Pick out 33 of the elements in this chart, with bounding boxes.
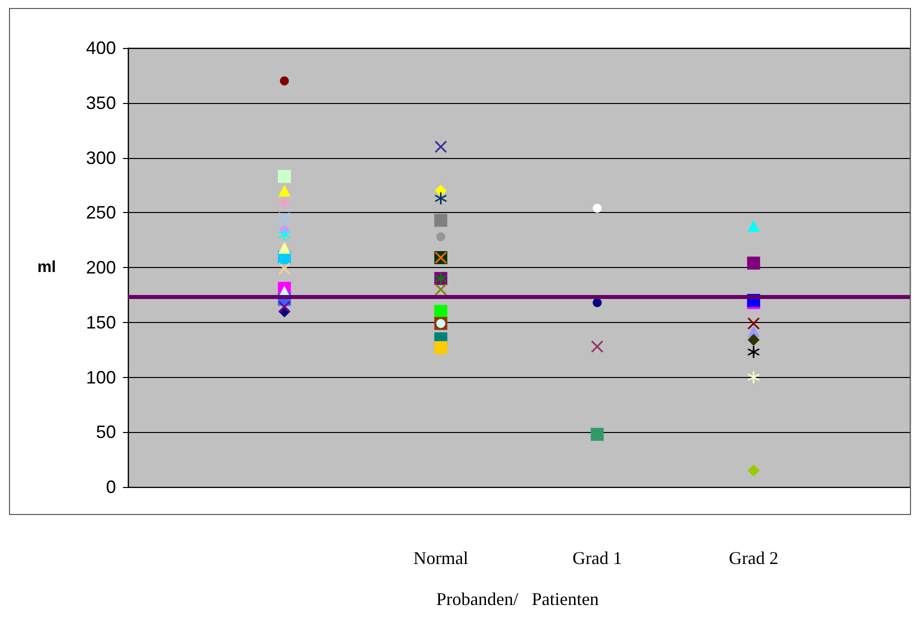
y-tick-label: 400 — [86, 38, 116, 58]
y-tick-label: 350 — [86, 92, 116, 113]
point — [278, 196, 290, 209]
point — [278, 242, 290, 254]
point — [748, 334, 760, 346]
point — [748, 464, 760, 477]
point — [434, 283, 447, 296]
point — [434, 341, 448, 354]
point — [590, 428, 604, 441]
x-tick-label: Grad 1 — [572, 548, 622, 568]
point — [434, 192, 447, 204]
point — [434, 214, 448, 227]
y-tick-label: 100 — [86, 367, 116, 388]
y-tick-label: 300 — [86, 148, 116, 168]
x-tick-label: Grad 2 — [728, 548, 778, 568]
point — [592, 204, 602, 213]
y-tick-label: 250 — [86, 202, 116, 223]
point — [278, 170, 291, 183]
point — [434, 140, 447, 153]
y-axis-title: ml — [37, 259, 56, 276]
point — [748, 346, 760, 358]
y-tick-label: 200 — [86, 258, 116, 278]
point — [591, 340, 604, 353]
point — [748, 371, 760, 384]
point — [278, 262, 290, 275]
y-tick-label: 0 — [106, 477, 116, 497]
y-tick-label: 50 — [96, 422, 116, 442]
point — [436, 232, 446, 242]
y-tick-label: 150 — [86, 312, 116, 332]
point — [278, 212, 290, 224]
x-axis-title: Probanden/ Patienten — [436, 589, 599, 609]
x-tick-label: Normal — [413, 548, 468, 568]
point — [434, 304, 448, 318]
